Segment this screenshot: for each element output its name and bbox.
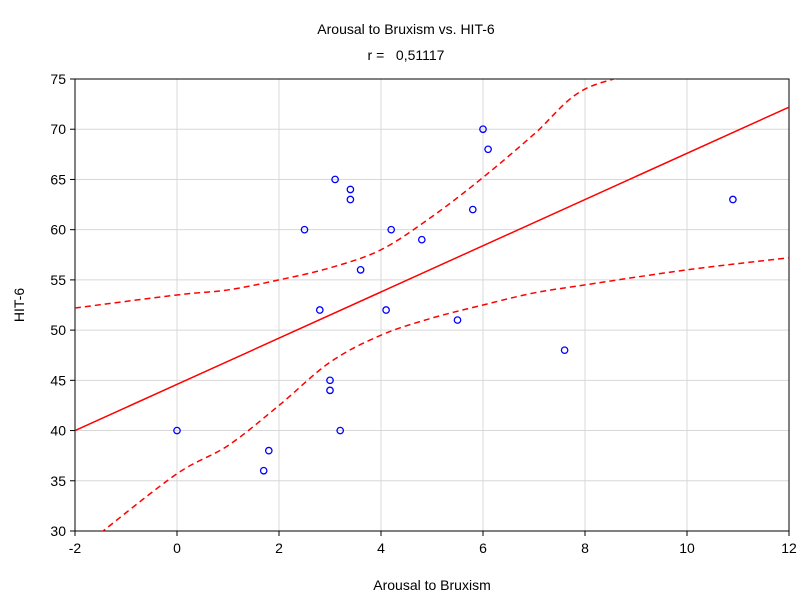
y-tick-label: 35 xyxy=(50,473,66,489)
data-point xyxy=(315,306,324,314)
y-tick-label: 65 xyxy=(50,171,66,187)
x-axis-label: Arousal to Bruxism xyxy=(373,577,490,593)
x-tick-label: 12 xyxy=(781,540,797,556)
chart-title: Arousal to Bruxism vs. HIT-6 xyxy=(317,21,495,37)
grid-lines xyxy=(75,79,789,531)
y-tick-label: 55 xyxy=(50,272,66,288)
data-point xyxy=(382,306,390,314)
x-tick-label: 8 xyxy=(581,540,589,556)
x-tick-label: 0 xyxy=(173,540,181,556)
y-axis-label: HIT-6 xyxy=(11,288,27,322)
data-point xyxy=(259,466,268,475)
y-tick-label: 70 xyxy=(50,121,66,137)
data-point xyxy=(173,426,181,435)
fit-lines xyxy=(75,79,789,531)
data-point xyxy=(326,386,334,395)
y-tick-label: 75 xyxy=(50,71,66,87)
chart-subtitle: r = 0,51117 xyxy=(368,47,445,63)
y-tick-label: 50 xyxy=(50,322,66,338)
x-tick-label: -2 xyxy=(69,540,82,556)
data-point xyxy=(417,235,426,244)
x-tick-label: 4 xyxy=(377,540,385,556)
data-point xyxy=(453,316,462,324)
x-tick-label: 6 xyxy=(479,540,487,556)
data-point xyxy=(729,195,737,204)
data-point xyxy=(264,446,273,455)
data-point xyxy=(468,205,477,214)
data-point xyxy=(336,426,345,435)
data-point xyxy=(356,265,365,274)
y-tick-label: 30 xyxy=(50,523,66,539)
data-point xyxy=(326,376,334,385)
data-point xyxy=(484,145,492,154)
data-point xyxy=(560,346,569,355)
x-axis-ticks: -2 0 2 4 6 8 10 12 xyxy=(69,531,797,556)
confidence-band-upper xyxy=(75,79,618,309)
y-tick-label: 45 xyxy=(50,372,66,388)
data-point xyxy=(300,225,309,234)
x-tick-label: 2 xyxy=(275,540,283,556)
data-point xyxy=(331,175,339,184)
data-point xyxy=(346,185,355,194)
plot-frame xyxy=(74,78,790,532)
regression-line xyxy=(75,106,789,432)
y-tick-label: 60 xyxy=(50,222,66,238)
data-points xyxy=(173,125,737,475)
data-point xyxy=(387,225,396,234)
data-point xyxy=(479,125,487,134)
data-point xyxy=(346,195,355,204)
y-tick-label: 40 xyxy=(50,423,66,439)
x-tick-label: 10 xyxy=(679,540,695,556)
confidence-band-lower xyxy=(101,257,789,531)
y-axis-ticks: 30 35 40 45 50 55 60 65 70 75 xyxy=(50,71,75,539)
